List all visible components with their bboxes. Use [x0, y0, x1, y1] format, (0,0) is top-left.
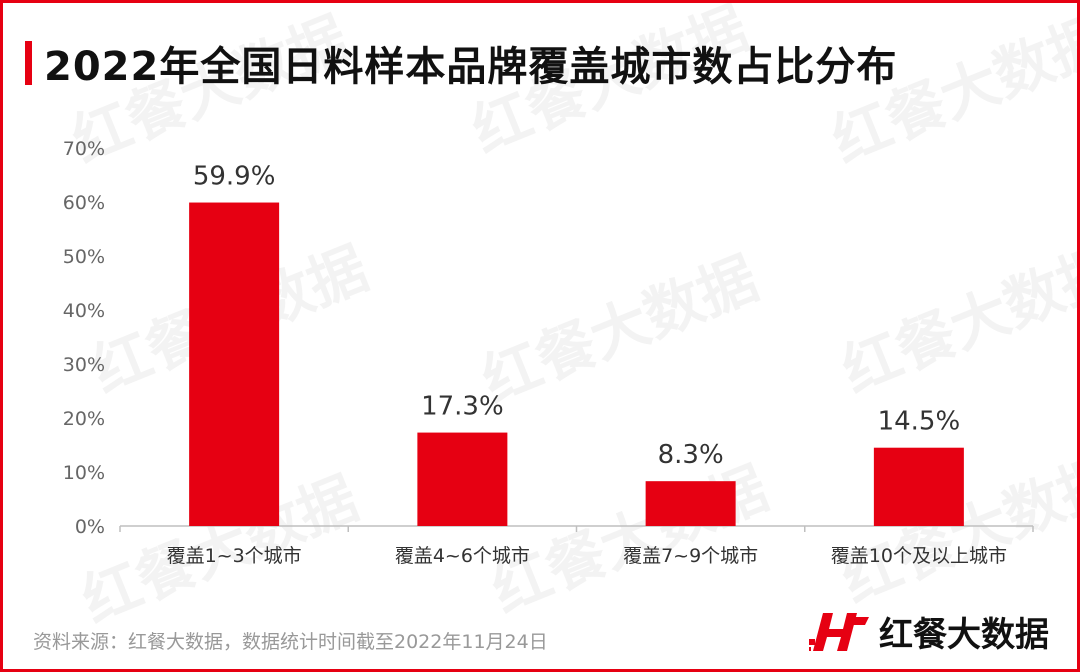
- brand-name: 红餐大数据: [879, 615, 1049, 655]
- title-accent-bar: [25, 41, 32, 85]
- data-label: 14.5%: [878, 407, 961, 437]
- bar-chart: 0% 10% 20% 30% 40% 50% 60% 70% 59.9% 覆盖1~3个城市 17.3…: [63, 138, 1034, 567]
- chart-title: 2022年全国日料样本品牌覆盖城市数占比分布: [44, 44, 898, 90]
- brand-mark-icon: [809, 612, 869, 651]
- x-category-label: 覆盖1~3个城市: [167, 545, 302, 567]
- x-category-label: 覆盖10个及以上城市: [831, 545, 1007, 567]
- data-label: 59.9%: [193, 162, 276, 192]
- x-category-label: 覆盖4~6个城市: [395, 545, 530, 567]
- y-tick-label: 70%: [63, 138, 105, 160]
- y-tick-label: 20%: [63, 408, 105, 430]
- bar: [645, 481, 736, 526]
- source-note: 资料来源：红餐大数据，数据统计时间截至2022年11月24日: [33, 631, 548, 653]
- y-tick-label: 60%: [63, 192, 105, 214]
- data-label: 8.3%: [658, 440, 724, 470]
- y-tick-label: 40%: [63, 300, 105, 322]
- x-category-label: 覆盖7~9个城市: [623, 545, 758, 567]
- bar: [873, 447, 964, 526]
- y-tick-label: 0%: [75, 516, 105, 538]
- y-tick-label: 10%: [63, 462, 105, 484]
- bar: [417, 432, 508, 526]
- bar: [189, 202, 280, 527]
- title-row: 2022年全国日料样本品牌覆盖城市数占比分布: [25, 33, 897, 93]
- y-tick-label: 30%: [63, 354, 105, 376]
- y-tick-label: 50%: [63, 246, 105, 268]
- brand-logo: 红餐大数据: [809, 607, 1049, 656]
- data-label: 17.3%: [421, 392, 504, 422]
